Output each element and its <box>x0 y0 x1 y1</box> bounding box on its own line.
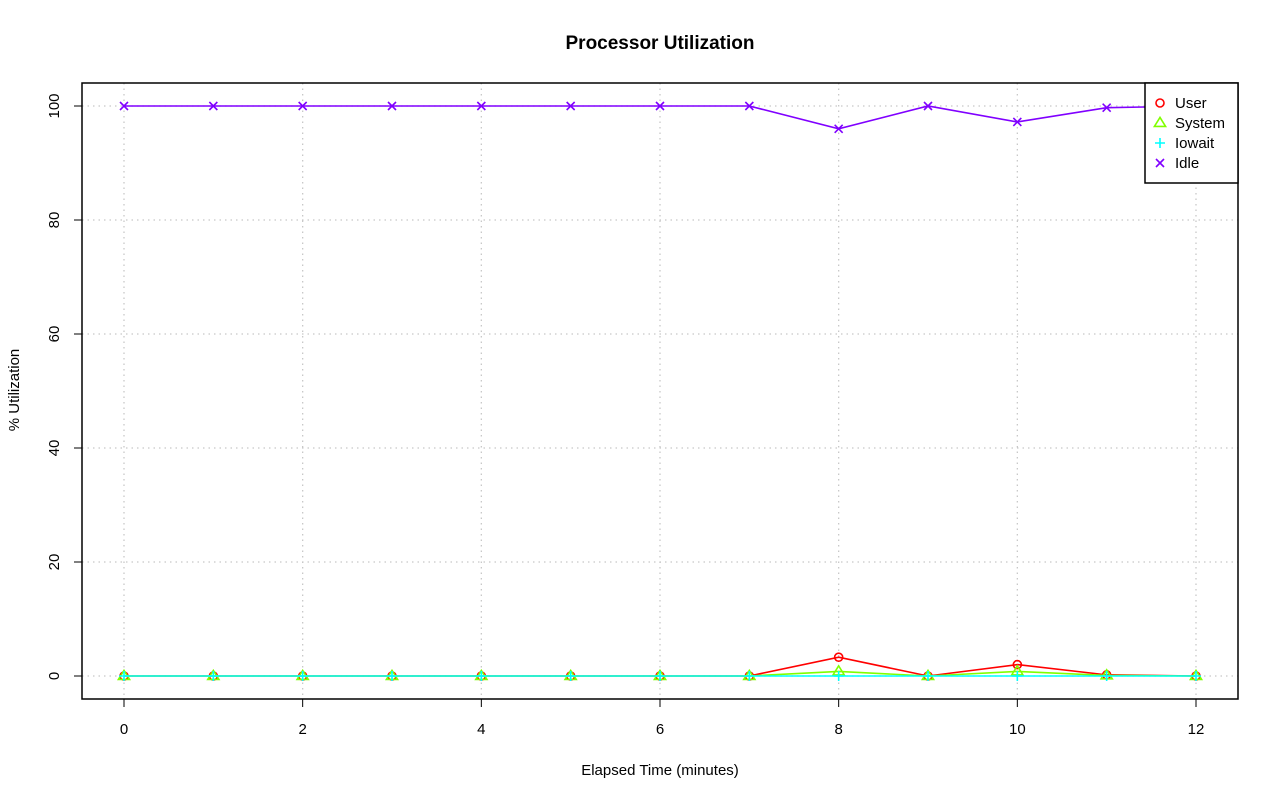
data-point-idle <box>655 101 665 111</box>
x-tick-label: 10 <box>1009 721 1026 738</box>
data-point-iowait <box>208 671 219 681</box>
y-tick-label: 80 <box>46 212 63 229</box>
data-point-idle <box>476 101 486 111</box>
data-point-iowait <box>833 671 844 681</box>
data-point-user <box>1012 659 1023 670</box>
data-point-idle <box>923 101 933 111</box>
data-point-iowait <box>119 671 129 681</box>
data-point-idle <box>744 101 754 111</box>
data-point-iowait <box>923 671 933 681</box>
data-point-iowait <box>387 671 397 681</box>
axes: 0 2 4 6 8 10 12 0 20 40 60 80 100 <box>46 82 1239 738</box>
y-tick-label: 20 <box>46 554 63 571</box>
data-point-idle <box>834 124 844 134</box>
y-tick-label: 60 <box>46 326 63 343</box>
y-tick-label: 100 <box>46 93 63 118</box>
data-point-iowait <box>1191 671 1201 681</box>
data-point-iowait <box>744 671 755 681</box>
data-point-idle <box>1012 117 1022 127</box>
legend: User System Iowait Idle <box>1144 82 1239 184</box>
y-tick-label: 0 <box>46 672 63 680</box>
x-tick-label: 4 <box>477 721 485 738</box>
chart-title: Processor Utilization <box>566 33 755 54</box>
x-tick-label: 8 <box>834 721 842 738</box>
data-point-idle <box>298 101 308 111</box>
legend-marker-idle <box>1155 158 1165 168</box>
legend-marker-user <box>1155 98 1165 108</box>
series-layer <box>116 101 1204 681</box>
legend-label-user: User <box>1175 95 1207 112</box>
data-point-idle <box>566 101 576 111</box>
data-point-iowait <box>476 671 487 681</box>
data-point-iowait <box>565 671 576 681</box>
legend-marker-iowait <box>1155 138 1165 148</box>
x-tick-label: 2 <box>298 721 306 738</box>
x-axis-label: Elapsed Time (minutes) <box>581 762 739 779</box>
grid <box>82 83 1238 699</box>
data-point-idle <box>387 101 397 111</box>
legend-label-iowait: Iowait <box>1175 135 1215 152</box>
y-tick-label: 40 <box>46 440 63 457</box>
x-tick-label: 0 <box>120 721 128 738</box>
data-point-user <box>833 652 844 662</box>
data-point-iowait <box>1012 671 1023 681</box>
legend-label-idle: Idle <box>1175 155 1199 172</box>
x-tick-label: 12 <box>1188 721 1205 738</box>
series-idle <box>119 101 1201 134</box>
x-tick-label: 6 <box>656 721 664 738</box>
data-point-iowait <box>655 671 665 681</box>
data-point-iowait <box>1101 671 1112 681</box>
data-point-idle <box>1102 103 1112 113</box>
legend-label-system: System <box>1175 115 1225 132</box>
legend-marker-system <box>1152 115 1168 128</box>
data-point-idle <box>208 101 218 111</box>
series-iowait <box>119 671 1201 681</box>
data-point-iowait <box>297 671 308 681</box>
data-point-idle <box>119 101 129 111</box>
y-axis-label: % Utilization <box>6 349 23 432</box>
